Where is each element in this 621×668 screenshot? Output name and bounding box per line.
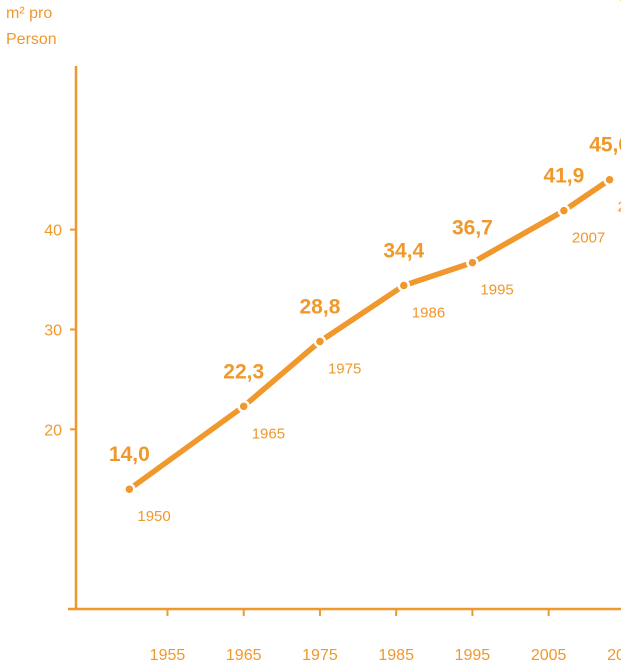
data-point [397,279,411,292]
x-tick-label: 2005 [531,647,567,664]
year-label: 1965 [252,425,285,442]
value-label: 34,4 [383,240,424,263]
year-label: 1950 [137,508,170,525]
value-label: 14,0 [109,443,150,466]
value-label: 36,7 [452,217,493,240]
data-point [123,482,136,496]
y-axis-label-line-1: m² pro [6,5,53,22]
x-tick-label: 1955 [150,647,186,664]
y-tick-label: 30 [44,322,62,339]
y-axis-label-line-2: Person [6,31,57,48]
year-label: 1975 [328,360,361,377]
series-line [126,176,613,492]
data-point [237,400,250,413]
year-label: 1995 [480,282,513,299]
x-tick-label: 1965 [226,647,262,664]
year-label: 2013 [618,199,621,216]
y-tick-label: 40 [44,223,62,240]
value-label: 45,0 [589,134,621,157]
x-tick-label: 2015 [607,647,621,664]
y-tick-label: 20 [44,422,62,439]
value-label: 41,9 [543,165,584,188]
value-label: 22,3 [223,360,264,383]
year-label: 1986 [412,305,445,322]
x-tick-label: 1985 [378,647,414,664]
x-tick-label: 1995 [455,647,491,664]
data-point [557,204,571,217]
x-tick-label: 1975 [302,647,338,664]
data-point [603,173,616,186]
decorative-accent-circle [620,0,621,2]
decorative-accent-circle-inner [604,0,621,36]
data-point [466,256,479,269]
value-label: 28,8 [300,295,341,318]
data-point [313,335,327,348]
year-label: 2007 [572,230,605,247]
